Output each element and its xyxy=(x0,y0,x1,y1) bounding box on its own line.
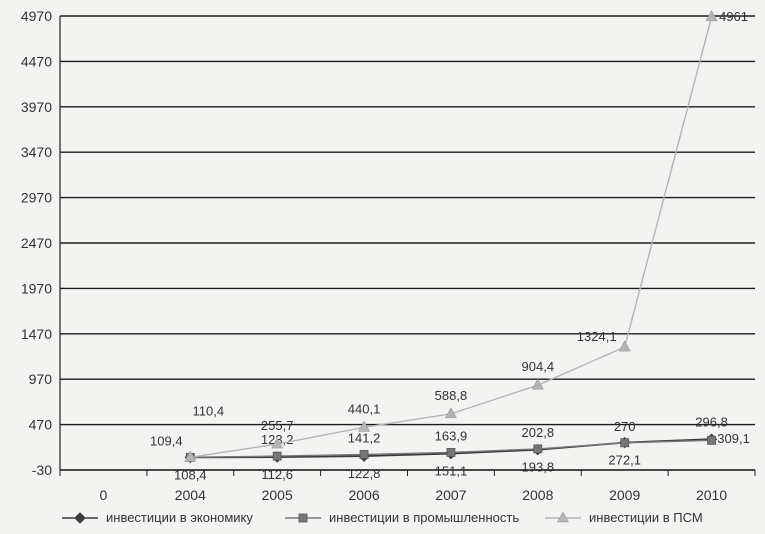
series-0-label-7: 309,1 xyxy=(717,431,750,446)
series-2-label-5: 904,4 xyxy=(522,359,555,374)
series-1-label-3: 141,2 xyxy=(348,430,381,445)
y-tick-label-1: 470 xyxy=(29,417,53,433)
x-tick-label-1: 2004 xyxy=(175,487,206,503)
legend-label-2: инвестиции в ПСМ xyxy=(589,510,703,525)
y-tick-label-6: 2970 xyxy=(21,190,52,206)
series-2-label-2: 255,7 xyxy=(261,418,294,433)
x-tick-label-2: 2005 xyxy=(262,487,293,503)
series-1-label-4: 163,9 xyxy=(435,428,468,443)
y-tick-label-2: 970 xyxy=(29,371,53,387)
x-tick-label-7: 2010 xyxy=(696,487,727,503)
y-tick-label-3: 1470 xyxy=(21,326,52,342)
series-1-point-4 xyxy=(447,448,455,456)
x-tick-label-4: 2007 xyxy=(435,487,466,503)
series-1-label-7: 296,8 xyxy=(695,414,728,429)
series-2-label-6: 1324,1 xyxy=(577,329,617,344)
x-tick-label-0: 0 xyxy=(100,487,108,503)
legend-label-1: инвестиции в промышленность xyxy=(329,510,519,525)
series-2-label-7: 4961 xyxy=(719,9,748,24)
series-2-label-3: 440,1 xyxy=(348,401,381,416)
x-tick-label-3: 2006 xyxy=(348,487,379,503)
series-2-label-4: 588,8 xyxy=(435,388,468,403)
y-tick-label-4: 1970 xyxy=(21,280,52,296)
series-1-point-6 xyxy=(621,439,629,447)
series-1-label-6: 270 xyxy=(614,419,636,434)
series-0-label-6: 272,1 xyxy=(608,453,641,468)
legend-label-0: инвестиции в экономику xyxy=(106,510,253,525)
y-tick-label-10: 4970 xyxy=(21,8,52,24)
series-1-label-1: 109,4 xyxy=(150,433,183,448)
series-1-point-7 xyxy=(708,436,716,444)
series-0-label-2: 112,6 xyxy=(261,467,293,482)
y-tick-label-9: 4470 xyxy=(21,53,52,69)
x-tick-label-6: 2009 xyxy=(609,487,640,503)
y-tick-label-5: 2470 xyxy=(21,235,52,251)
legend-marker-0 xyxy=(75,513,85,523)
series-1-point-3 xyxy=(360,450,368,458)
x-tick-label-5: 2008 xyxy=(522,487,553,503)
series-1-point-2 xyxy=(273,452,281,460)
y-tick-label-7: 3470 xyxy=(21,144,52,160)
series-0-label-3: 122,8 xyxy=(348,466,381,481)
series-1-point-5 xyxy=(534,445,542,453)
legend-marker-2 xyxy=(558,512,569,522)
series-2-label-1: 110,4 xyxy=(193,403,225,418)
series-0-label-5: 193,8 xyxy=(522,460,555,475)
y-tick-label-0: -30 xyxy=(32,462,52,478)
series-1-label-5: 202,8 xyxy=(522,425,555,440)
legend-marker-1 xyxy=(299,514,307,522)
series-0-label-1: 108,4 xyxy=(174,467,207,482)
y-tick-label-8: 3970 xyxy=(21,99,52,115)
series-0-label-4: 151,1 xyxy=(435,464,468,479)
